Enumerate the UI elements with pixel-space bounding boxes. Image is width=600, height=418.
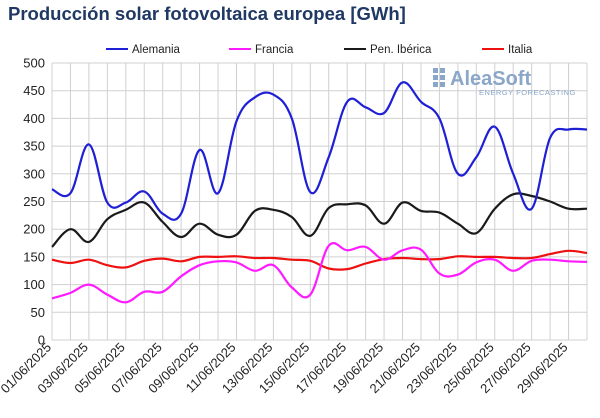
series-layer (51, 81, 588, 304)
logo-mark-icon (433, 68, 445, 87)
y-tick-label: 250 (23, 194, 45, 209)
series-line-italia (51, 249, 588, 271)
series-line-alemania (51, 81, 588, 221)
y-tick-label: 100 (23, 277, 45, 292)
y-tick-label: 200 (23, 222, 45, 237)
y-tick-label: 300 (23, 166, 45, 181)
chart-title: Producción solar fotovoltaica europea [G… (8, 3, 406, 24)
legend: Alemania Francia Pen. Ibérica Italia (106, 44, 533, 56)
series-line-pen-ib-rica (51, 192, 588, 248)
y-tick-label: 400 (23, 111, 45, 126)
logo-tagline: ENERGY FORECASTING (479, 88, 576, 97)
series-line-francia (51, 242, 588, 304)
y-tick-label: 350 (23, 139, 45, 154)
y-tick-label: 0 (38, 333, 45, 348)
legend-label: Pen. Ibérica (370, 44, 432, 56)
logo: AleaSoft ENERGY FORECASTING (433, 68, 576, 97)
legend-label: Francia (255, 44, 294, 56)
y-tick-label: 50 (31, 305, 45, 320)
y-tick-label: 450 (23, 83, 45, 98)
logo-name: AleaSoft (450, 68, 531, 90)
legend-label: Italia (508, 44, 533, 56)
grid-layer (51, 62, 588, 341)
y-tick-label: 150 (23, 249, 45, 264)
y-tick-label: 500 (23, 56, 45, 71)
legend-label: Alemania (132, 44, 181, 56)
